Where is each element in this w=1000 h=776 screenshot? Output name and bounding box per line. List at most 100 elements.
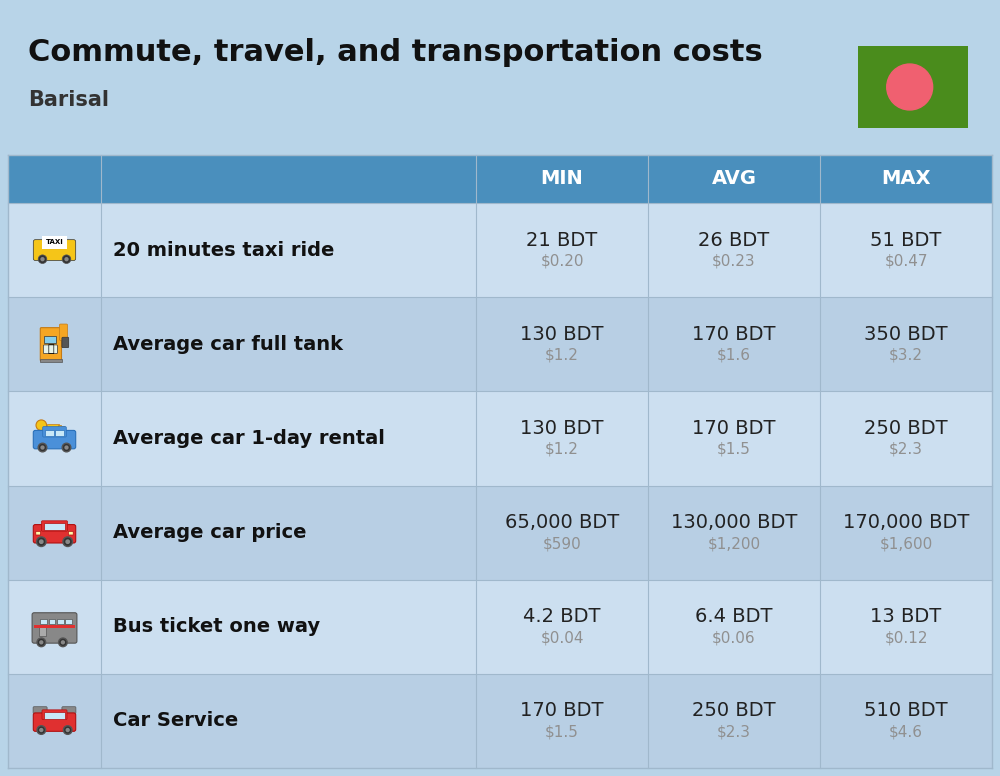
FancyBboxPatch shape xyxy=(36,532,41,535)
Text: 170 BDT: 170 BDT xyxy=(692,324,776,344)
Text: 130 BDT: 130 BDT xyxy=(520,419,604,438)
Text: Average car full tank: Average car full tank xyxy=(113,334,343,354)
Circle shape xyxy=(38,255,47,264)
FancyBboxPatch shape xyxy=(44,336,56,343)
Text: Barisal: Barisal xyxy=(28,90,109,110)
Text: $0.20: $0.20 xyxy=(540,254,584,268)
Text: 250 BDT: 250 BDT xyxy=(692,702,776,720)
Circle shape xyxy=(39,640,43,645)
Circle shape xyxy=(59,638,67,646)
FancyBboxPatch shape xyxy=(42,710,67,719)
Text: 350 BDT: 350 BDT xyxy=(864,324,948,344)
Circle shape xyxy=(62,255,71,264)
Bar xyxy=(858,46,968,128)
Circle shape xyxy=(36,420,47,431)
Text: TAXI: TAXI xyxy=(46,239,63,245)
Text: MAX: MAX xyxy=(881,169,931,189)
Text: $1.5: $1.5 xyxy=(545,725,579,740)
Circle shape xyxy=(38,443,47,452)
Text: 65,000 BDT: 65,000 BDT xyxy=(505,513,619,532)
Text: 6.4 BDT: 6.4 BDT xyxy=(695,608,773,626)
Text: AVG: AVG xyxy=(712,169,757,189)
Text: $590: $590 xyxy=(543,536,581,551)
Circle shape xyxy=(64,257,69,262)
Circle shape xyxy=(36,537,46,546)
FancyBboxPatch shape xyxy=(43,345,57,354)
Circle shape xyxy=(39,728,43,733)
Text: $0.23: $0.23 xyxy=(712,254,756,268)
FancyBboxPatch shape xyxy=(43,427,66,437)
Circle shape xyxy=(65,539,70,544)
Text: 130 BDT: 130 BDT xyxy=(520,324,604,344)
Circle shape xyxy=(887,64,933,110)
Circle shape xyxy=(37,638,46,646)
Circle shape xyxy=(66,728,70,733)
Text: $3.2: $3.2 xyxy=(889,348,923,362)
Text: $1.2: $1.2 xyxy=(545,442,579,457)
Text: $1.5: $1.5 xyxy=(717,442,751,457)
Text: 170,000 BDT: 170,000 BDT xyxy=(843,513,969,532)
Text: $1.2: $1.2 xyxy=(545,348,579,362)
FancyBboxPatch shape xyxy=(33,713,76,731)
Text: $0.12: $0.12 xyxy=(884,630,928,646)
Text: 170 BDT: 170 BDT xyxy=(520,702,604,720)
Text: $1,600: $1,600 xyxy=(879,536,933,551)
Text: $0.06: $0.06 xyxy=(712,630,756,646)
FancyBboxPatch shape xyxy=(47,424,59,427)
FancyBboxPatch shape xyxy=(43,237,66,248)
Text: $0.04: $0.04 xyxy=(540,630,584,646)
Text: 510 BDT: 510 BDT xyxy=(864,702,948,720)
FancyBboxPatch shape xyxy=(40,327,62,361)
Circle shape xyxy=(39,539,44,544)
FancyBboxPatch shape xyxy=(33,525,76,543)
Bar xyxy=(8,297,992,391)
Bar xyxy=(8,391,992,486)
FancyBboxPatch shape xyxy=(62,427,64,429)
Text: 26 BDT: 26 BDT xyxy=(698,230,770,250)
FancyBboxPatch shape xyxy=(62,338,69,348)
Text: Average car price: Average car price xyxy=(113,523,306,542)
Bar xyxy=(8,674,992,768)
FancyBboxPatch shape xyxy=(60,324,68,341)
Text: 21 BDT: 21 BDT xyxy=(526,230,598,250)
FancyBboxPatch shape xyxy=(44,524,65,530)
Text: Car Service: Car Service xyxy=(113,712,238,730)
FancyBboxPatch shape xyxy=(40,359,62,362)
FancyBboxPatch shape xyxy=(40,619,47,625)
FancyBboxPatch shape xyxy=(62,707,76,713)
Text: $2.3: $2.3 xyxy=(717,725,751,740)
Circle shape xyxy=(40,257,45,262)
Bar xyxy=(8,580,992,674)
Text: 💧: 💧 xyxy=(47,344,54,354)
Text: 170 BDT: 170 BDT xyxy=(692,419,776,438)
Circle shape xyxy=(40,445,45,450)
Circle shape xyxy=(61,640,65,645)
Text: 51 BDT: 51 BDT xyxy=(870,230,942,250)
Circle shape xyxy=(62,443,71,452)
FancyBboxPatch shape xyxy=(65,619,72,625)
Bar xyxy=(8,486,992,580)
Circle shape xyxy=(63,537,72,546)
FancyBboxPatch shape xyxy=(55,430,64,435)
FancyBboxPatch shape xyxy=(33,240,76,261)
FancyBboxPatch shape xyxy=(48,619,55,625)
FancyBboxPatch shape xyxy=(34,625,75,628)
FancyBboxPatch shape xyxy=(45,240,54,247)
Text: $1,200: $1,200 xyxy=(707,536,761,551)
FancyBboxPatch shape xyxy=(33,707,47,713)
FancyBboxPatch shape xyxy=(45,430,54,435)
Text: Commute, travel, and transportation costs: Commute, travel, and transportation cost… xyxy=(28,38,763,67)
Text: 13 BDT: 13 BDT xyxy=(870,608,942,626)
FancyBboxPatch shape xyxy=(32,613,77,643)
FancyBboxPatch shape xyxy=(39,626,46,636)
Text: $1.6: $1.6 xyxy=(717,348,751,362)
Bar xyxy=(8,155,992,203)
Text: 130,000 BDT: 130,000 BDT xyxy=(671,513,797,532)
Bar xyxy=(8,203,992,297)
FancyBboxPatch shape xyxy=(33,431,76,449)
FancyBboxPatch shape xyxy=(68,532,73,535)
Text: 4.2 BDT: 4.2 BDT xyxy=(523,608,601,626)
Circle shape xyxy=(37,726,46,734)
FancyBboxPatch shape xyxy=(55,240,64,247)
Circle shape xyxy=(63,726,72,734)
